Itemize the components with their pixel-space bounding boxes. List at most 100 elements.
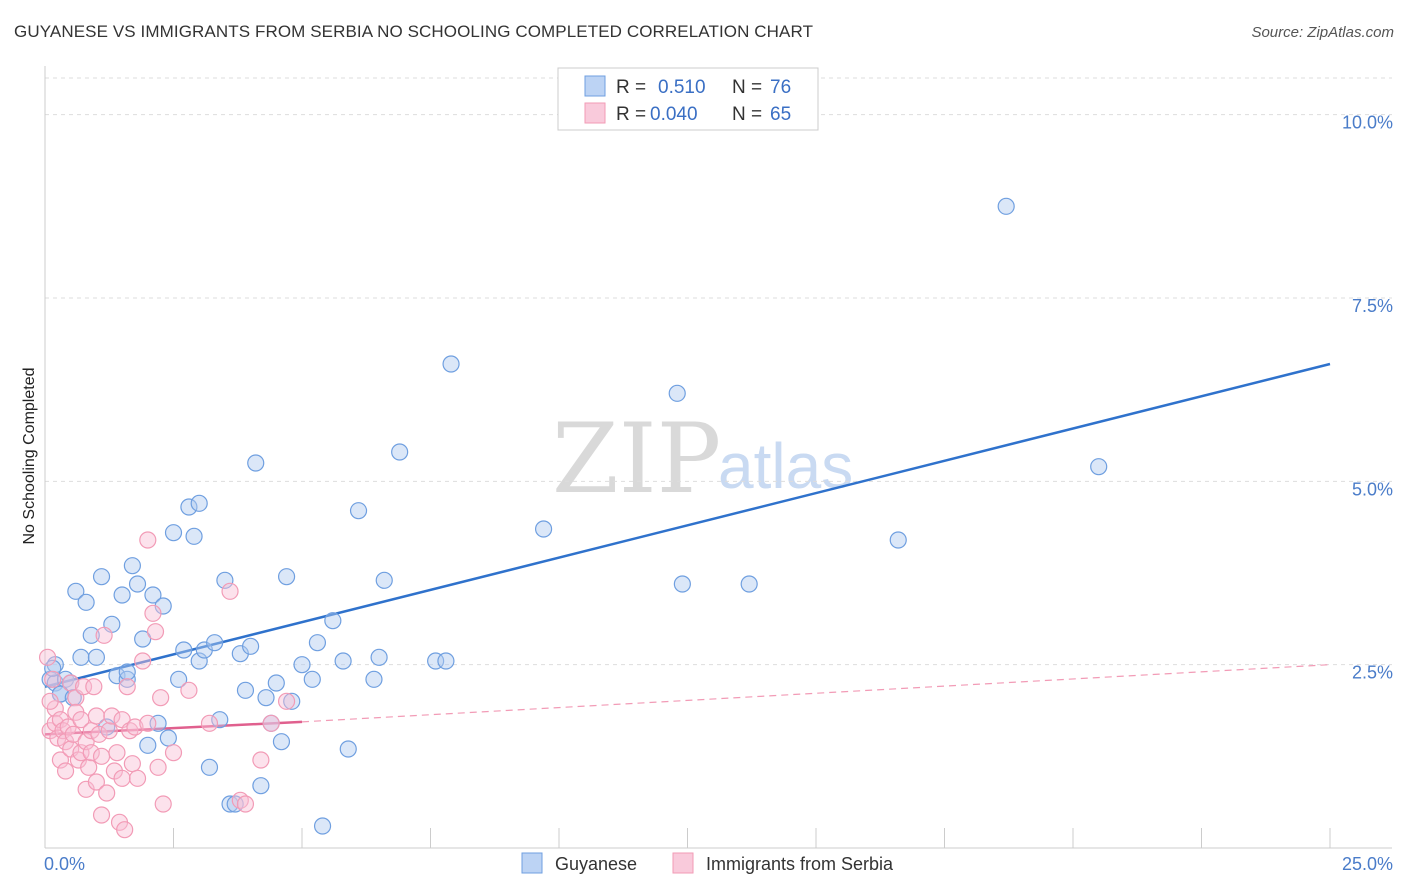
x-tick-label-1: 25.0% [1342, 854, 1393, 874]
serbia-point-9 [56, 762, 75, 780]
guyanese-point-66 [534, 520, 553, 538]
guyanese-point-64 [437, 652, 455, 670]
serbia-point-2 [44, 670, 62, 688]
serbia-point-33 [98, 784, 116, 802]
serbia-trend-line [44, 720, 303, 736]
series-legend-label-serbia: Immigrants from Serbia [706, 854, 894, 874]
guyanese-point-35 [206, 634, 224, 652]
guyanese-point-44 [252, 777, 270, 795]
guyanese-point-16 [118, 670, 136, 688]
serbia-point-54 [164, 744, 183, 762]
serbia-point-64 [41, 692, 59, 710]
legend-n-value-1: 76 [770, 77, 791, 98]
serbia-point-63 [236, 795, 255, 813]
guyanese-point-8 [77, 593, 95, 611]
guyanese-point-52 [303, 670, 321, 688]
guyanese-point-50 [283, 692, 301, 710]
guyanese-point-65 [442, 355, 460, 373]
legend-n-value-2: 65 [770, 104, 791, 125]
guyanese-point-10 [87, 648, 106, 666]
guyanese-point-26 [164, 524, 183, 542]
serbia-point-40 [113, 769, 131, 787]
watermark-atlas: atlas [718, 430, 853, 502]
serbia-point-25 [82, 744, 100, 762]
legend-swatch-serbia [584, 102, 606, 124]
guyanese-point-60 [370, 648, 388, 666]
x-tick-label-0: 0.0% [44, 854, 85, 874]
guyanese-point-49 [277, 568, 296, 586]
serbia-point-0 [38, 648, 57, 666]
legend-n-label-1: N = [732, 77, 762, 98]
axes [44, 66, 1392, 849]
guyanese-point-27 [170, 670, 188, 688]
serbia-point-47 [134, 652, 152, 670]
series-legend: Guyanese Immigrants from Serbia [521, 852, 894, 874]
guyanese-point-17 [118, 663, 136, 681]
guyanese-point-25 [159, 729, 177, 747]
guyanese-point-7 [72, 648, 90, 666]
watermark-zip: ZIP [552, 403, 721, 515]
serbia-point-28 [87, 707, 106, 725]
serbia-point-53 [154, 795, 172, 813]
guyanese-point-69 [740, 575, 758, 593]
guyanese-point-47 [267, 674, 285, 692]
guyanese-point-15 [113, 586, 131, 604]
guyanese-point-58 [349, 502, 368, 520]
serbia-point-41 [116, 821, 134, 839]
guyanese-point-22 [144, 586, 162, 604]
serbia-point-23 [80, 758, 98, 776]
guyanese-point-34 [200, 758, 219, 776]
source-label: Source: ZipAtlas.com [1251, 24, 1394, 41]
legend-r-label-1: R = [616, 77, 646, 98]
guyanese-point-9 [82, 626, 100, 644]
series-legend-swatch-serbia [672, 852, 694, 874]
serbia-point-26 [85, 678, 103, 696]
guyanese-point-29 [180, 498, 198, 516]
legend-r-value-1: 0.510 [658, 77, 706, 98]
serbia-point-52 [152, 689, 170, 707]
serbia-point-37 [108, 744, 126, 762]
guyanese-point-59 [365, 670, 383, 688]
guyanese-point-61 [375, 571, 393, 589]
serbia-point-55 [180, 681, 198, 699]
guyanese-point-54 [313, 817, 332, 835]
watermark: ZIP atlas [552, 403, 853, 515]
serbia-point-29 [90, 725, 108, 743]
guyanese-point-51 [293, 656, 311, 674]
x-tick-labels: 0.0% 25.0% [44, 854, 1393, 874]
serbia-point-46 [128, 769, 147, 787]
data-points [38, 197, 1108, 839]
serbia-point-7 [51, 751, 70, 769]
trend-lines [44, 362, 1331, 736]
serbia-point-27 [87, 773, 106, 791]
guyanese-point-32 [190, 652, 208, 670]
guyanese-point-53 [308, 634, 327, 652]
serbia-point-60 [277, 692, 296, 710]
guyanese-point-72 [1090, 458, 1108, 476]
serbia-point-49 [144, 604, 162, 622]
legend-n-label-2: N = [732, 104, 762, 125]
guyanese-point-11 [92, 568, 111, 586]
y-axis-title: No Schooling Completed [21, 368, 38, 545]
serbia-point-45 [126, 718, 144, 736]
serbia-point-56 [200, 714, 219, 732]
y-tick-label-1: 5.0% [1352, 479, 1393, 499]
serbia-point-42 [118, 678, 136, 696]
serbia-point-59 [262, 714, 280, 732]
serbia-point-58 [252, 751, 270, 769]
serbia-point-44 [123, 755, 141, 773]
serbia-point-50 [146, 623, 165, 641]
guyanese-point-6 [67, 582, 85, 600]
serbia-point-31 [92, 747, 111, 765]
guyanese-point-56 [334, 652, 352, 670]
guyanese-trend-line [44, 362, 1331, 688]
guyanese-point-42 [242, 637, 260, 655]
serbia-point-51 [149, 758, 167, 776]
serbia-point-61 [139, 531, 157, 549]
guyanese-point-43 [247, 454, 265, 472]
guyanese-point-18 [123, 557, 141, 575]
guyanese-point-14 [108, 667, 126, 685]
guyanese-point-68 [673, 575, 691, 593]
serbia-point-30 [92, 806, 111, 824]
